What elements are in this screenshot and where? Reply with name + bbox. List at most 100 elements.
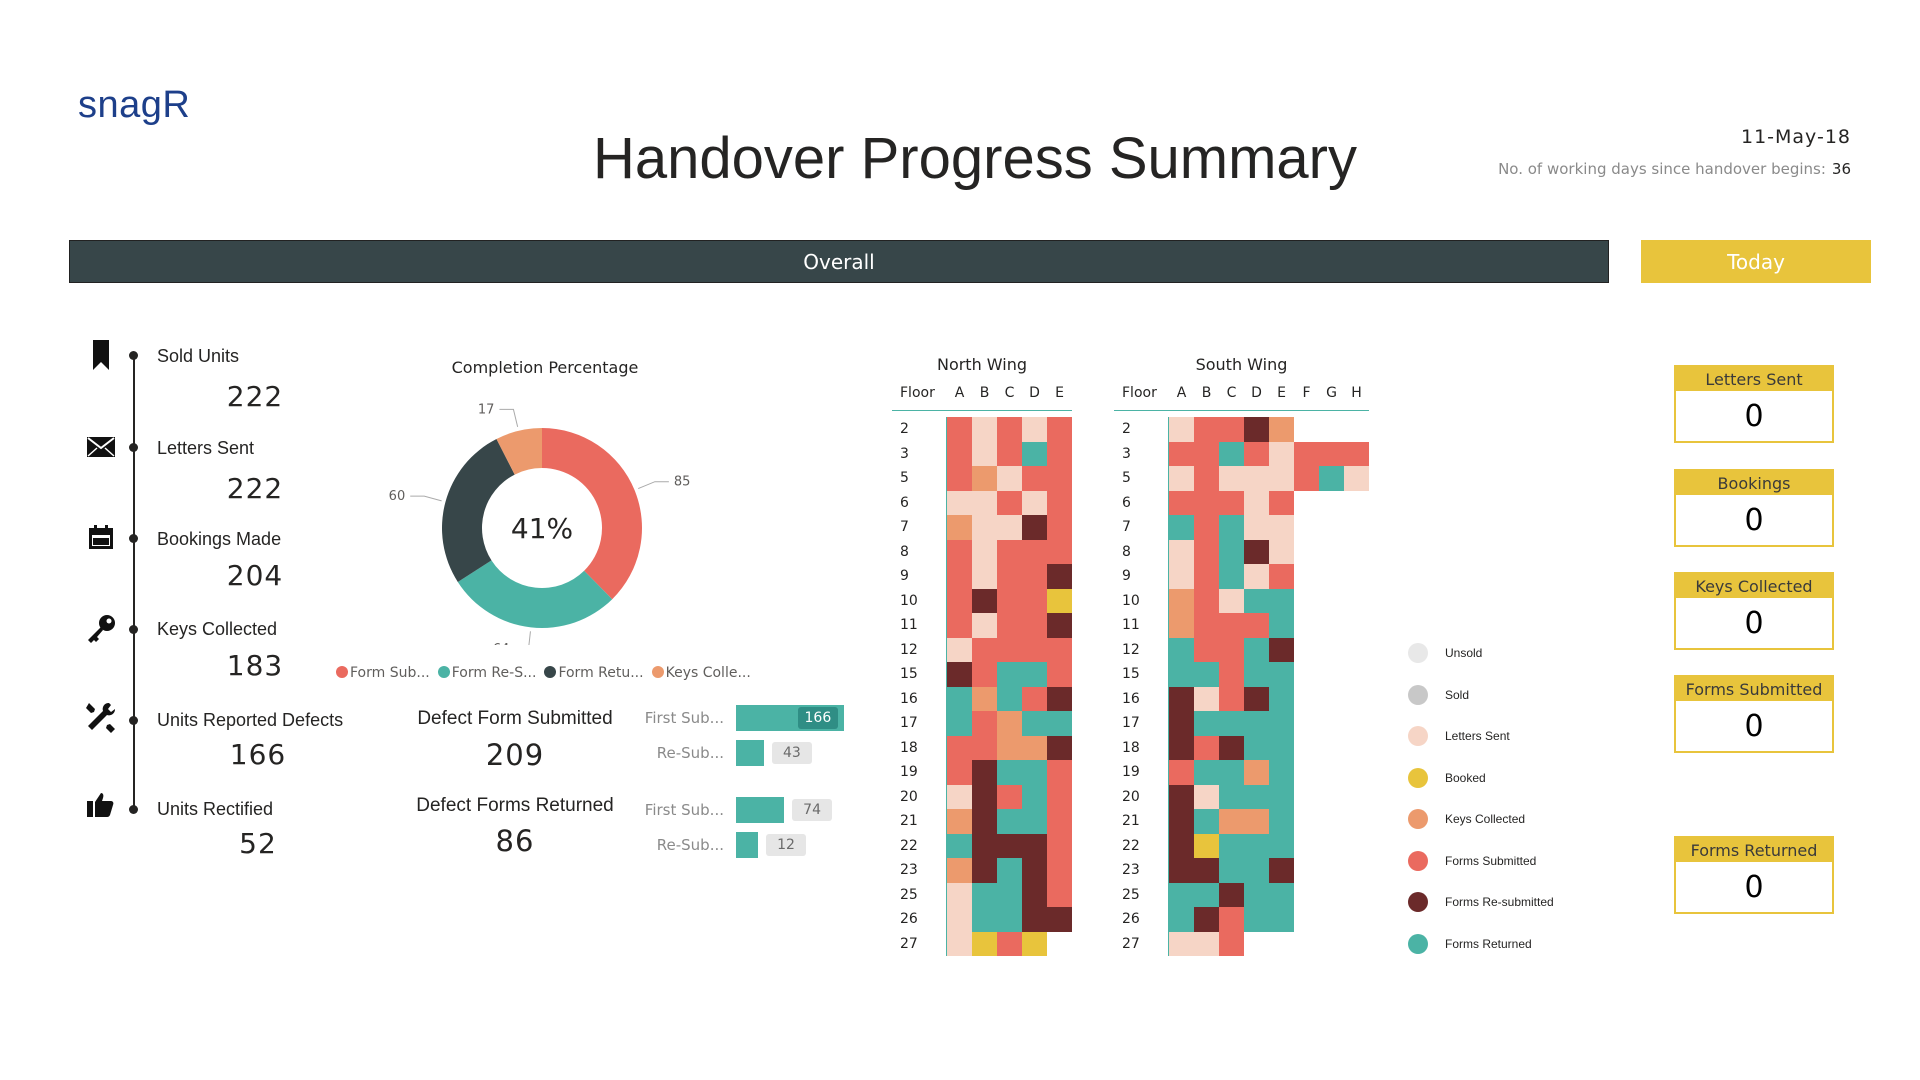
- heatmap-cell[interactable]: [1047, 907, 1072, 932]
- heatmap-cell[interactable]: [997, 931, 1022, 956]
- heatmap-cell[interactable]: [1244, 490, 1269, 515]
- donut-slice[interactable]: [457, 560, 613, 628]
- heatmap-cell[interactable]: [1194, 662, 1219, 687]
- heatmap-cell[interactable]: [1269, 417, 1294, 442]
- heatmap-cell[interactable]: [947, 833, 972, 858]
- heatmap-cell[interactable]: [1269, 613, 1294, 638]
- heatmap-cell[interactable]: [1219, 809, 1244, 834]
- heatmap-cell[interactable]: [997, 760, 1022, 785]
- heatmap-cell[interactable]: [1244, 735, 1269, 760]
- tab-overall[interactable]: Overall: [69, 240, 1609, 283]
- heatmap-cell[interactable]: [997, 466, 1022, 491]
- heatmap-cell[interactable]: [1047, 882, 1072, 907]
- heatmap-cell[interactable]: [997, 417, 1022, 442]
- heatmap-cell[interactable]: [1269, 539, 1294, 564]
- heatmap-cell[interactable]: [1022, 686, 1047, 711]
- heatmap-cell[interactable]: [1269, 637, 1294, 662]
- heatmap-cell[interactable]: [1169, 858, 1194, 883]
- heatmap-cell[interactable]: [1047, 735, 1072, 760]
- heatmap-cell[interactable]: [1269, 515, 1294, 540]
- heatmap-cell[interactable]: [947, 441, 972, 466]
- heatmap-cell[interactable]: [1244, 662, 1269, 687]
- heatmap-cell[interactable]: [1269, 784, 1294, 809]
- heatmap-cell[interactable]: [1194, 735, 1219, 760]
- heatmap-cell[interactable]: [1194, 637, 1219, 662]
- heatmap-cell[interactable]: [947, 931, 972, 956]
- heatmap-cell[interactable]: [972, 539, 997, 564]
- heatmap-cell[interactable]: [1269, 833, 1294, 858]
- heatmap-cell[interactable]: [1219, 858, 1244, 883]
- heatmap-cell[interactable]: [1269, 441, 1294, 466]
- heatmap-cell[interactable]: [972, 760, 997, 785]
- today-card[interactable]: Bookings 0: [1674, 469, 1834, 547]
- heatmap-cell[interactable]: [1269, 735, 1294, 760]
- heatmap-cell[interactable]: [1169, 735, 1194, 760]
- heatmap-cell[interactable]: [1344, 441, 1369, 466]
- heatmap-cell[interactable]: [972, 613, 997, 638]
- heatmap-cell[interactable]: [972, 515, 997, 540]
- heatmap-cell[interactable]: [1047, 417, 1072, 442]
- donut-slice[interactable]: [442, 438, 515, 582]
- heatmap-cell[interactable]: [1047, 539, 1072, 564]
- heatmap-cell[interactable]: [1194, 833, 1219, 858]
- heatmap-cell[interactable]: [1194, 564, 1219, 589]
- heatmap-cell[interactable]: [1047, 441, 1072, 466]
- heatmap-cell[interactable]: [1319, 466, 1344, 491]
- heatmap-cell[interactable]: [1022, 441, 1047, 466]
- heatmap-cell[interactable]: [972, 833, 997, 858]
- heatmap-cell[interactable]: [1047, 809, 1072, 834]
- heatmap-cell[interactable]: [1022, 858, 1047, 883]
- heatmap-cell[interactable]: [1022, 833, 1047, 858]
- heatmap-cell[interactable]: [1269, 662, 1294, 687]
- heatmap-cell[interactable]: [1194, 907, 1219, 932]
- heatmap-cell[interactable]: [1219, 564, 1244, 589]
- heatmap-cell[interactable]: [1047, 711, 1072, 736]
- heatmap-cell[interactable]: [1219, 539, 1244, 564]
- heatmap-cell[interactable]: [1194, 466, 1219, 491]
- heatmap-cell[interactable]: [1194, 490, 1219, 515]
- heatmap-cell[interactable]: [1169, 441, 1194, 466]
- heatmap-cell[interactable]: [947, 613, 972, 638]
- heatmap-cell[interactable]: [1219, 490, 1244, 515]
- today-card[interactable]: Forms Returned 0: [1674, 836, 1834, 914]
- heatmap-cell[interactable]: [1219, 686, 1244, 711]
- heatmap-cell[interactable]: [947, 784, 972, 809]
- heatmap-cell[interactable]: [1269, 809, 1294, 834]
- heatmap-cell[interactable]: [947, 466, 972, 491]
- heatmap-cell[interactable]: [997, 833, 1022, 858]
- heatmap-cell[interactable]: [1169, 515, 1194, 540]
- heatmap-cell[interactable]: [1047, 662, 1072, 687]
- heatmap-cell[interactable]: [1344, 466, 1369, 491]
- heatmap-cell[interactable]: [1169, 907, 1194, 932]
- heatmap-cell[interactable]: [1022, 809, 1047, 834]
- heatmap-cell[interactable]: [1022, 784, 1047, 809]
- bar[interactable]: [736, 797, 785, 823]
- heatmap-cell[interactable]: [1244, 882, 1269, 907]
- heatmap-cell[interactable]: [947, 490, 972, 515]
- heatmap-cell[interactable]: [947, 588, 972, 613]
- heatmap-cell[interactable]: [1219, 588, 1244, 613]
- heatmap-cell[interactable]: [972, 907, 997, 932]
- heatmap-cell[interactable]: [1047, 760, 1072, 785]
- heatmap-cell[interactable]: [1169, 588, 1194, 613]
- heatmap-cell[interactable]: [997, 784, 1022, 809]
- heatmap-cell[interactable]: [997, 809, 1022, 834]
- heatmap-cell[interactable]: [1269, 490, 1294, 515]
- heatmap-cell[interactable]: [1194, 441, 1219, 466]
- heatmap-cell[interactable]: [1047, 784, 1072, 809]
- heatmap-cell[interactable]: [947, 858, 972, 883]
- heatmap-cell[interactable]: [1194, 760, 1219, 785]
- heatmap-cell[interactable]: [997, 686, 1022, 711]
- heatmap-cell[interactable]: [1022, 931, 1047, 956]
- heatmap-cell[interactable]: [972, 735, 997, 760]
- heatmap-cell[interactable]: [1169, 637, 1194, 662]
- heatmap-cell[interactable]: [1022, 907, 1047, 932]
- heatmap-cell[interactable]: [997, 564, 1022, 589]
- legend-item[interactable]: Form Sub...: [336, 665, 430, 681]
- heatmap-cell[interactable]: [997, 662, 1022, 687]
- heatmap-cell[interactable]: [1047, 858, 1072, 883]
- heatmap-cell[interactable]: [1169, 833, 1194, 858]
- heatmap-cell[interactable]: [972, 931, 997, 956]
- heatmap-cell[interactable]: [1219, 662, 1244, 687]
- heatmap-cell[interactable]: [972, 588, 997, 613]
